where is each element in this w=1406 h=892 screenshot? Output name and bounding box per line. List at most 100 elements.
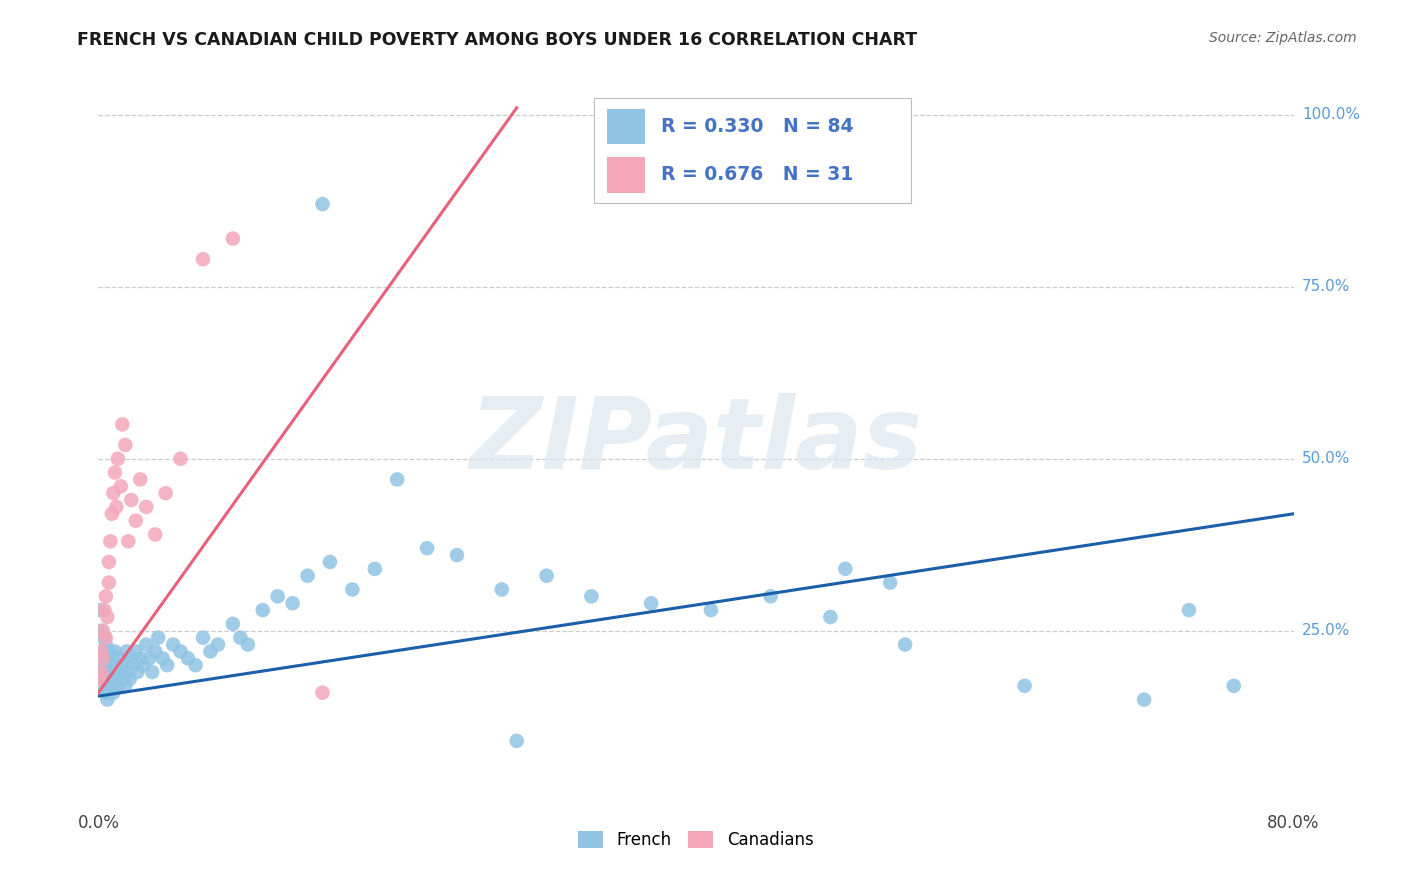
Point xyxy=(90,624,112,638)
Point xyxy=(94,631,117,645)
Point xyxy=(114,679,136,693)
Point xyxy=(385,472,409,486)
Point xyxy=(98,658,122,673)
Point xyxy=(103,686,125,700)
Point xyxy=(103,486,125,500)
Point xyxy=(112,658,135,673)
Text: 50.0%: 50.0% xyxy=(1302,451,1350,467)
Point xyxy=(640,596,662,610)
Point xyxy=(311,686,333,700)
Text: 75.0%: 75.0% xyxy=(1302,279,1350,294)
Point xyxy=(311,197,333,211)
Point xyxy=(148,631,170,645)
Point xyxy=(104,672,127,686)
Text: 100.0%: 100.0% xyxy=(1302,107,1360,122)
Point xyxy=(894,638,917,652)
Point xyxy=(177,651,200,665)
Point xyxy=(118,672,141,686)
Point xyxy=(1178,603,1201,617)
Point xyxy=(141,665,163,679)
Point xyxy=(108,651,131,665)
Point xyxy=(101,672,124,686)
Point xyxy=(222,231,245,245)
Point xyxy=(135,638,157,652)
Point xyxy=(91,651,114,665)
Point xyxy=(97,555,120,569)
Point xyxy=(120,493,142,508)
Point xyxy=(94,686,117,700)
Point xyxy=(98,679,122,693)
Point xyxy=(93,603,115,617)
Point xyxy=(138,651,160,665)
Point xyxy=(105,500,128,514)
Point xyxy=(90,658,112,673)
Point xyxy=(506,734,529,748)
Point xyxy=(110,665,132,679)
Point xyxy=(446,548,468,562)
Point xyxy=(111,417,134,432)
Point xyxy=(117,665,139,679)
Legend: French, Canadians: French, Canadians xyxy=(572,824,820,856)
Point xyxy=(169,451,191,466)
Point xyxy=(115,644,138,658)
Point xyxy=(97,644,120,658)
Text: FRENCH VS CANADIAN CHILD POVERTY AMONG BOYS UNDER 16 CORRELATION CHART: FRENCH VS CANADIAN CHILD POVERTY AMONG B… xyxy=(77,31,918,49)
Point xyxy=(342,582,364,597)
Point xyxy=(879,575,901,590)
Point xyxy=(97,575,120,590)
Point xyxy=(581,590,603,604)
Point xyxy=(200,644,222,658)
Point xyxy=(91,624,114,638)
Point xyxy=(98,534,122,549)
Point xyxy=(93,631,115,645)
Point xyxy=(125,644,148,658)
Point xyxy=(191,631,214,645)
Point xyxy=(110,479,132,493)
Point xyxy=(152,651,174,665)
Point xyxy=(89,603,111,617)
Point xyxy=(104,644,127,658)
Point xyxy=(96,672,118,686)
Point xyxy=(90,665,112,679)
Point xyxy=(834,562,856,576)
Point xyxy=(1223,679,1246,693)
Point xyxy=(229,631,252,645)
Point xyxy=(127,665,149,679)
Point xyxy=(91,672,114,686)
Point xyxy=(267,590,290,604)
Point xyxy=(91,644,114,658)
Point xyxy=(155,486,177,500)
Point xyxy=(96,651,118,665)
Point xyxy=(105,658,128,673)
Point xyxy=(114,438,136,452)
Point xyxy=(252,603,274,617)
Point xyxy=(89,672,111,686)
Point xyxy=(101,651,124,665)
Point xyxy=(416,541,439,556)
Point xyxy=(156,658,179,673)
Point xyxy=(700,603,723,617)
Point xyxy=(96,692,118,706)
Point xyxy=(1014,679,1036,693)
Point xyxy=(107,451,129,466)
Point xyxy=(94,638,117,652)
Point xyxy=(125,514,148,528)
Point xyxy=(132,658,155,673)
Point xyxy=(94,590,117,604)
Point xyxy=(169,644,191,658)
Point xyxy=(104,466,127,480)
Point xyxy=(319,555,342,569)
Point xyxy=(117,534,139,549)
Point xyxy=(820,610,842,624)
Point xyxy=(1133,692,1156,706)
Point xyxy=(222,616,245,631)
Point xyxy=(103,665,125,679)
Point xyxy=(143,527,166,541)
Point xyxy=(107,679,129,693)
Point xyxy=(491,582,513,597)
Point xyxy=(162,638,184,652)
Point xyxy=(236,638,259,652)
Point xyxy=(90,644,112,658)
Point xyxy=(281,596,304,610)
Point xyxy=(759,590,782,604)
